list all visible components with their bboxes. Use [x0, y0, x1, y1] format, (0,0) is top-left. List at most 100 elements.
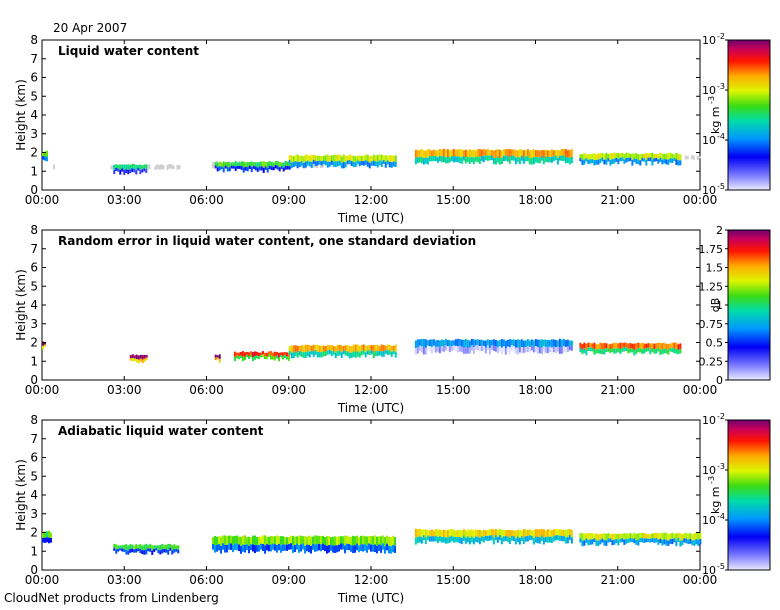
data-cell: [484, 530, 487, 536]
data-cell: [123, 170, 126, 175]
data-cell: [607, 348, 610, 352]
data-cell: [536, 339, 539, 348]
data-cell: [516, 536, 519, 543]
data-cell: [442, 346, 445, 352]
data-cell: [358, 155, 361, 162]
data-cell: [661, 539, 664, 546]
data-cell: [562, 155, 565, 161]
data-cell: [344, 350, 347, 356]
data-cell: [313, 544, 316, 552]
data-cell: [675, 540, 678, 547]
data-cell: [615, 153, 618, 158]
y-tick-label: 5: [30, 279, 38, 293]
data-cell: [141, 354, 144, 360]
data-cell: [458, 339, 461, 346]
data-cell: [595, 349, 598, 354]
drizzle-cell: [211, 162, 214, 169]
data-cell: [381, 543, 384, 550]
data-cell: [689, 538, 692, 544]
data-cell: [687, 539, 690, 545]
data-cell: [540, 347, 543, 355]
data-cell: [139, 354, 142, 359]
data-cell: [121, 168, 124, 172]
data-cell: [661, 532, 664, 540]
data-cell: [305, 536, 308, 545]
data-cell: [123, 164, 126, 171]
data-cell: [353, 545, 356, 553]
data-cell: [568, 535, 571, 541]
data-cell: [319, 544, 322, 552]
data-cell: [436, 536, 439, 544]
data-cell: [372, 160, 375, 166]
data-cell: [291, 536, 294, 546]
data-cell: [376, 154, 379, 162]
data-cell: [214, 354, 217, 358]
data-cell: [323, 544, 326, 552]
data-cell: [135, 358, 138, 363]
data-cell: [570, 530, 573, 538]
data-cell: [623, 159, 626, 164]
data-cell: [478, 346, 481, 352]
data-cell: [233, 543, 236, 551]
data-cell: [500, 157, 503, 164]
data-cell: [562, 529, 565, 537]
data-cell: [450, 346, 453, 351]
data-cell: [321, 543, 324, 550]
data-cell: [643, 348, 646, 354]
data-cell: [364, 345, 367, 353]
data-cell: [564, 156, 567, 164]
data-cell: [476, 529, 479, 537]
data-cell: [223, 544, 226, 553]
data-cell: [342, 350, 345, 355]
data-cell: [482, 345, 485, 351]
data-cell: [647, 347, 650, 352]
data-cell: [322, 351, 325, 357]
data-cell: [623, 539, 626, 545]
data-cell: [299, 535, 302, 545]
data-cell: [607, 158, 610, 162]
data-cell: [216, 162, 219, 168]
data-cell: [476, 536, 479, 543]
data-cell: [603, 159, 606, 165]
data-cell: [267, 351, 270, 355]
data-cell: [332, 350, 335, 355]
data-cell: [639, 533, 642, 538]
data-cell: [677, 537, 680, 543]
data-cell: [46, 531, 48, 538]
data-cell: [416, 347, 419, 354]
data-cell: [595, 533, 598, 541]
data-cell: [266, 167, 269, 173]
data-cell: [464, 339, 467, 348]
data-cell: [595, 344, 598, 350]
data-cell: [273, 536, 276, 545]
panel-title: Liquid water content: [58, 44, 199, 58]
data-cell: [161, 549, 164, 554]
data-cell: [641, 538, 644, 543]
x-tick-label: 00:00: [683, 573, 718, 587]
data-cell: [458, 345, 461, 352]
data-cell: [292, 156, 295, 163]
data-cell: [641, 348, 644, 354]
data-cell: [271, 356, 274, 360]
data-cell: [468, 157, 471, 165]
data-cell: [520, 536, 523, 542]
data-cell: [389, 546, 392, 554]
data-cell: [123, 544, 126, 549]
data-cell: [337, 536, 340, 545]
data-cell: [133, 164, 136, 169]
data-cell: [304, 154, 307, 162]
data-cell: [44, 537, 46, 543]
data-cell: [364, 154, 367, 161]
data-cell: [494, 149, 497, 158]
data-cell: [476, 149, 479, 157]
data-cell: [145, 357, 148, 360]
data-cell: [669, 533, 672, 540]
data-cell: [647, 538, 650, 543]
data-cell: [464, 347, 467, 354]
data-cell: [677, 160, 680, 166]
data-cell: [538, 339, 541, 348]
data-cell: [524, 529, 527, 537]
data-cell: [502, 346, 505, 352]
data-cell: [699, 539, 702, 545]
